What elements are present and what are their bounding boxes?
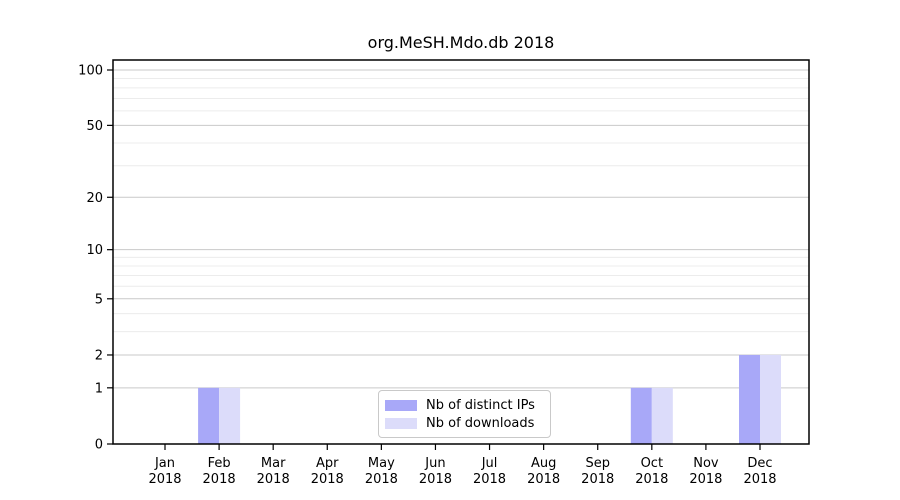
x-tick-label-year: 2018 (311, 472, 344, 487)
bar-distinct-ips-dec (739, 354, 760, 444)
bar-downloads-feb (219, 387, 241, 444)
legend: Nb of distinct IPs Nb of downloads (378, 390, 551, 438)
y-tick-label: 0 (95, 438, 103, 453)
legend-swatch-downloads (385, 417, 417, 429)
x-tick-label-year: 2018 (257, 472, 290, 487)
x-tick-label-year: 2018 (635, 472, 668, 487)
x-tick-label-year: 2018 (419, 472, 452, 487)
y-tick-label: 10 (86, 243, 103, 258)
x-tick-label-year: 2018 (365, 472, 398, 487)
x-tick-label-year: 2018 (148, 472, 181, 487)
chart-title: org.MeSH.Mdo.db 2018 (367, 33, 555, 52)
plot-border (112, 59, 810, 445)
x-tick-label-month: Dec (747, 456, 772, 471)
y-tick-label: 2 (95, 348, 103, 363)
x-tick-label-month: Sep (585, 456, 610, 471)
bar-downloads-dec (760, 354, 781, 444)
x-tick-label-month: May (368, 456, 395, 471)
x-tick-label-month: Apr (316, 456, 339, 471)
x-tick-label-month: Jan (154, 456, 175, 471)
x-tick-label-month: Jun (424, 456, 445, 471)
y-tick-label: 100 (78, 64, 103, 79)
x-tick-label-month: Nov (693, 456, 719, 471)
y-tick-label: 5 (95, 292, 103, 307)
x-tick-label-year: 2018 (689, 472, 722, 487)
legend-label-distinct-ips: Nb of distinct IPs (426, 397, 535, 413)
legend-item-distinct-ips: Nb of distinct IPs (385, 396, 542, 414)
y-tick-label: 20 (86, 191, 103, 206)
bar-downloads-oct (651, 387, 673, 444)
legend-item-downloads: Nb of downloads (385, 414, 542, 432)
bar-distinct-ips-oct (630, 387, 652, 444)
x-tick-label-month: Oct (641, 456, 663, 471)
x-tick-label-year: 2018 (581, 472, 614, 487)
x-tick-label-year: 2018 (527, 472, 560, 487)
x-tick-label-month: Aug (531, 456, 556, 471)
x-tick-label-month: Jul (481, 456, 498, 471)
legend-label-downloads: Nb of downloads (426, 415, 535, 431)
x-tick-label-year: 2018 (473, 472, 506, 487)
y-tick-label: 1 (95, 381, 103, 396)
y-tick-label: 50 (86, 119, 103, 134)
x-tick-label-month: Feb (208, 456, 231, 471)
x-tick-label-year: 2018 (743, 472, 776, 487)
x-tick-label-year: 2018 (203, 472, 236, 487)
legend-swatch-distinct-ips (385, 399, 417, 411)
bar-distinct-ips-feb (198, 387, 220, 444)
x-tick-label-month: Mar (261, 456, 286, 471)
